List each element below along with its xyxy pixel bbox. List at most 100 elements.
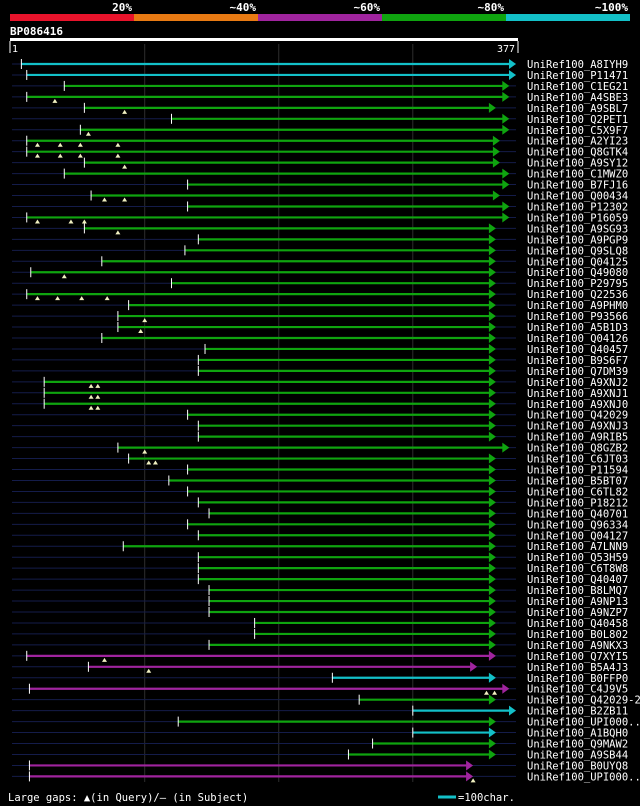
hit-row: UniRef100_B9S6F7 [12,354,628,367]
hit-label[interactable]: UniRef100_A2YI23 [527,136,628,148]
query-gap-marker [34,142,40,147]
hit-label[interactable]: UniRef100_Q42029 [527,410,628,422]
hit-end-arrow [488,628,496,639]
hit-label[interactable]: UniRef100_P16059 [527,212,628,224]
hit-label[interactable]: UniRef100_Q8GZB2 [527,443,628,455]
hit-label[interactable]: UniRef100_P18212 [527,497,628,509]
hit-label[interactable]: UniRef100_Q96334 [527,519,628,531]
hit-label[interactable]: UniRef100_A4SBE3 [527,92,628,104]
hit-row: UniRef100_B7FJ16 [12,179,628,192]
query-gap-marker [61,274,67,279]
hit-label[interactable]: UniRef100_Q7DM39 [527,366,628,378]
hit-label[interactable]: UniRef100_UPI000.. [527,771,640,783]
hit-row: UniRef100_Q40407 [12,574,628,586]
hit-label[interactable]: UniRef100_A9SBL7 [527,103,628,115]
hit-end-arrow [502,80,510,91]
hit-label[interactable]: UniRef100_Q9MAW2 [527,739,628,751]
hit-end-arrow [488,541,496,552]
hit-label[interactable]: UniRef100_Q53H59 [527,552,628,564]
hit-row: UniRef100_Q40458 [12,617,628,630]
hit-end-arrow [488,508,496,519]
hit-label[interactable]: UniRef100_C6T8W8 [527,563,628,575]
hit-label[interactable]: UniRef100_Q2PET1 [527,114,628,126]
axis-end-label: 377 [497,44,515,55]
hit-label[interactable]: UniRef100_C4J9V5 [527,684,628,696]
hit-label[interactable]: UniRef100_B5BT07 [527,475,628,487]
hit-label[interactable]: UniRef100_C1MWZ0 [527,169,628,181]
query-bar [10,38,518,41]
query-gap-marker [104,296,110,301]
hit-label[interactable]: UniRef100_B2ZB11 [527,706,628,718]
hit-label[interactable]: UniRef100_B7FJ16 [527,180,628,192]
hit-label[interactable]: UniRef100_Q7XYI5 [527,651,628,663]
hit-label[interactable]: UniRef100_Q40701 [527,508,628,520]
hit-end-arrow [502,201,510,212]
hit-label[interactable]: UniRef100_Q40458 [527,618,628,630]
hit-label[interactable]: UniRef100_Q9SLQ8 [527,245,628,257]
hit-label[interactable]: UniRef100_C5X9F7 [527,125,628,137]
hit-label[interactable]: UniRef100_Q04126 [527,333,628,345]
hit-row: UniRef100_P18212 [12,497,628,509]
hit-row: UniRef100_Q8GTK4 [12,146,628,159]
hit-end-arrow [492,157,500,168]
hit-label[interactable]: UniRef100_A7LNN9 [527,541,628,553]
hit-label[interactable]: UniRef100_UPI000... [527,717,640,729]
hit-label[interactable]: UniRef100_P11594 [527,465,628,477]
hit-label[interactable]: UniRef100_Q8GTK4 [527,147,628,159]
hit-label[interactable]: UniRef100_Q40457 [527,344,628,356]
hit-end-arrow [488,409,496,420]
hit-label[interactable]: UniRef100_A9XNJ0 [527,399,628,411]
hit-label[interactable]: UniRef100_A9SY12 [527,158,628,170]
hit-label[interactable]: UniRef100_Q22536 [527,289,628,301]
hit-label[interactable]: UniRef100_B9S6F7 [527,355,628,367]
hit-label[interactable]: UniRef100_Q04125 [527,256,628,268]
hit-label[interactable]: UniRef100_B5A4J3 [527,662,628,674]
identity-legend: 20% ~40% ~60% ~80% ~100% [10,1,630,21]
hit-label[interactable]: UniRef100_Q40407 [527,574,628,586]
hit-end-arrow [502,91,510,102]
hit-label[interactable]: UniRef100_A8IYH9 [527,59,628,71]
hit-label[interactable]: UniRef100_Q04127 [527,530,628,542]
hit-label[interactable]: UniRef100_A9SB44 [527,749,628,761]
hit-end-arrow [488,453,496,464]
hit-label[interactable]: UniRef100_B0UYQ8 [527,760,628,772]
hit-label[interactable]: UniRef100_P12302 [527,201,628,213]
hit-end-arrow [502,124,510,135]
hit-label[interactable]: UniRef100_A9NP13 [527,596,628,608]
hit-label[interactable]: UniRef100_P29795 [527,278,628,290]
hit-label[interactable]: UniRef100_Q00434 [527,191,628,203]
hit-label[interactable]: UniRef100_C6JT03 [527,454,628,466]
hit-label[interactable]: UniRef100_A9PGP9 [527,234,628,246]
hit-row: UniRef100_Q9MAW2 [12,738,628,751]
hit-label[interactable]: UniRef100_C6TL82 [527,486,628,498]
hit-label[interactable]: UniRef100_C1EG21 [527,81,628,93]
hit-label[interactable]: UniRef100_A9XNJ3 [527,421,628,433]
hit-end-arrow [488,311,496,322]
hit-label[interactable]: UniRef100_A9SG93 [527,223,628,235]
hit-label[interactable]: UniRef100_B0FFP0 [527,673,628,685]
hit-label[interactable]: UniRef100_Q49080 [527,267,628,279]
hit-row: UniRef100_C4J9V5 [12,683,628,696]
hit-label[interactable]: UniRef100_A9XNJ1 [527,388,628,400]
hit-label[interactable]: UniRef100_A5B1D3 [527,322,628,334]
hit-end-arrow [502,442,510,453]
hit-label[interactable]: UniRef100_Q42029-2 [527,695,640,707]
gap-legend-text: Large gaps: ▲(in Query)/— (in Subject) [8,792,248,804]
hit-end-arrow [488,420,496,431]
hit-row: UniRef100_Q42029-2 [12,694,640,707]
hit-label[interactable]: UniRef100_A9NZP7 [527,607,628,619]
hit-row: UniRef100_A9NP13 [12,596,628,608]
hit-label[interactable]: UniRef100_A1BQH0 [527,728,628,740]
hit-label[interactable]: UniRef100_A9NKX3 [527,640,628,652]
hit-end-arrow [488,333,496,343]
hit-label[interactable]: UniRef100_A9RIB5 [527,432,628,444]
hit-label[interactable]: UniRef100_P93566 [527,311,628,323]
query-gap-marker [88,405,94,410]
hit-label[interactable]: UniRef100_A9PHM0 [527,300,628,312]
hit-label[interactable]: UniRef100_A9XNJ2 [527,377,628,389]
hit-label[interactable]: UniRef100_B8LMQ7 [527,585,628,597]
hit-label[interactable]: UniRef100_P11471 [527,70,628,82]
hit-label[interactable]: UniRef100_B0L802 [527,629,628,641]
hit-end-arrow [488,574,496,585]
